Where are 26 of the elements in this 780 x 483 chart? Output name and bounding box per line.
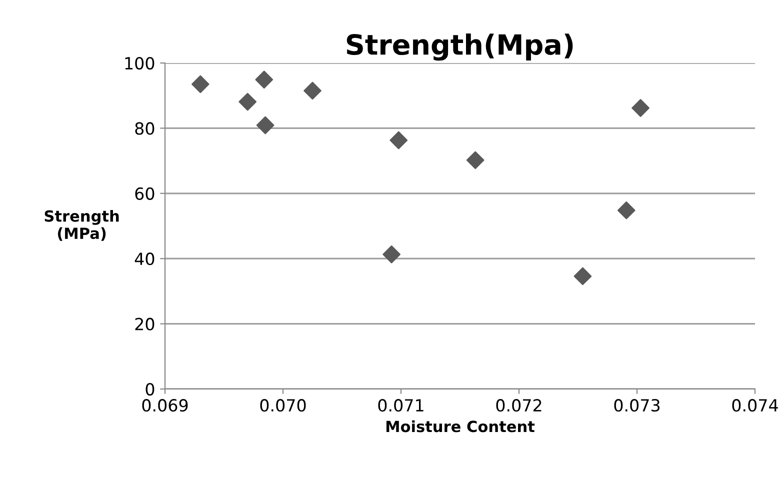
point bbox=[238, 92, 257, 111]
point bbox=[617, 201, 636, 220]
point bbox=[191, 75, 210, 94]
point bbox=[255, 70, 274, 89]
point bbox=[382, 245, 400, 264]
y-axis-title: Strength (MPa) bbox=[44, 210, 119, 241]
x-tick-label: 0.074 bbox=[732, 399, 778, 412]
x-tick-label: 0.072 bbox=[496, 399, 542, 412]
y-tick-label: 40 bbox=[134, 252, 154, 266]
point bbox=[466, 151, 484, 170]
y-tick-label: 20 bbox=[135, 318, 154, 330]
point bbox=[390, 131, 408, 150]
y-tick-label: 100 bbox=[125, 56, 154, 70]
y-tick-label: 60 bbox=[135, 187, 154, 200]
point bbox=[574, 267, 592, 286]
x-axis-title: Moisture Content bbox=[386, 420, 535, 432]
point bbox=[304, 82, 322, 100]
y-tick-label: 80 bbox=[135, 122, 154, 135]
point bbox=[632, 99, 650, 117]
x-tick-label: 0.069 bbox=[142, 399, 188, 412]
chart-title: Strength(Mpa) bbox=[346, 34, 573, 61]
x-tick-label: 0.073 bbox=[614, 399, 660, 412]
x-tick-label: 0.070 bbox=[260, 399, 306, 412]
x-tick-label: 0.071 bbox=[378, 399, 424, 412]
y-tick-label: 0 bbox=[146, 382, 154, 396]
point bbox=[256, 116, 274, 134]
